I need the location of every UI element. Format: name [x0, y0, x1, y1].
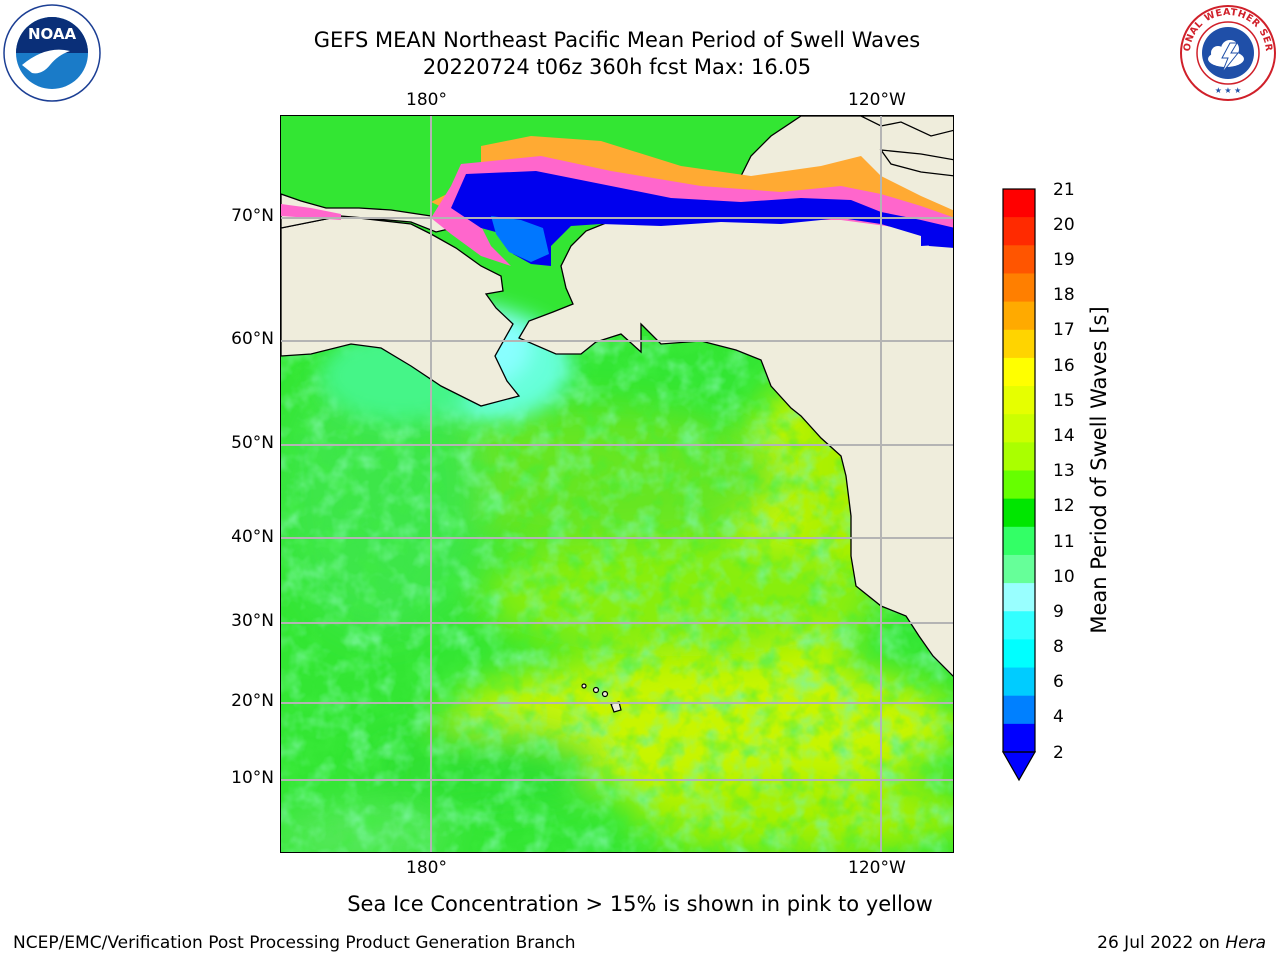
colorbar-cell — [1003, 695, 1035, 725]
colorbar-cell — [1003, 498, 1035, 528]
colorbar-tick: 12 — [1053, 496, 1075, 516]
colorbar-cell — [1003, 611, 1035, 640]
colorbar-cell — [1003, 357, 1035, 387]
sea-ice-note: Sea Ice Concentration > 15% is shown in … — [347, 892, 933, 916]
chart-subtitle: 20220724 t06z 360h fcst Max: 16.05 — [422, 55, 812, 79]
colorbar-cell — [1003, 723, 1035, 753]
lat-label-10n: 10°N — [231, 768, 274, 788]
colorbar-cell — [1003, 217, 1035, 246]
lon-label-top-120w: 120°W — [848, 90, 906, 110]
colorbar-cell — [1003, 583, 1035, 612]
lon-label-bottom-120w: 120°W — [848, 858, 906, 878]
colorbar-cell — [1003, 301, 1035, 331]
lat-label-50n: 50°N — [231, 433, 274, 453]
colorbar-cell — [1003, 554, 1035, 584]
colorbar-tick: 8 — [1053, 637, 1064, 657]
colorbar-cell — [1003, 414, 1035, 443]
nws-logo-icon: NATIONAL WEATHER SERVICE ★ ★ ★ — [1174, 0, 1278, 107]
colorbar-cell — [1003, 442, 1035, 472]
footer-date-text: 26 Jul 2022 on — [1097, 933, 1226, 953]
colorbar-extend-arrow — [1001, 751, 1037, 782]
colorbar-cell — [1003, 639, 1035, 669]
colorbar-tick: 21 — [1053, 180, 1075, 200]
colorbar-tick: 6 — [1053, 672, 1064, 692]
colorbar-tick: 16 — [1053, 356, 1075, 376]
colorbar-frame — [1002, 188, 1036, 753]
footer-credit: NCEP/EMC/Verification Post Processing Pr… — [13, 933, 576, 953]
noaa-logo-text: NOAA — [28, 25, 77, 43]
colorbar-cell — [1003, 470, 1035, 500]
footer-machine: Hera — [1225, 933, 1266, 953]
colorbar-cell — [1003, 273, 1035, 303]
colorbar-cell — [1003, 667, 1035, 697]
lat-label-70n: 70°N — [231, 206, 274, 226]
colorbar-tick: 19 — [1053, 250, 1075, 270]
colorbar-cell — [1003, 245, 1035, 275]
noaa-logo-icon: NOAA — [2, 3, 102, 107]
colorbar-cell — [1003, 526, 1035, 556]
colorbar-tick: 4 — [1053, 707, 1064, 727]
lat-label-20n: 20°N — [231, 691, 274, 711]
lat-label-40n: 40°N — [231, 527, 274, 547]
colorbar-tick: 14 — [1053, 426, 1075, 446]
lat-label-30n: 30°N — [231, 611, 274, 631]
swell-period-map — [281, 116, 953, 852]
colorbar-cell — [1003, 386, 1035, 415]
chart-title: GEFS MEAN Northeast Pacific Mean Period … — [313, 28, 921, 52]
colorbar-label: Mean Period of Swell Waves [s] — [1087, 306, 1111, 634]
graticule — [281, 116, 953, 852]
colorbar-tick: 20 — [1053, 215, 1075, 235]
colorbar-tick: 18 — [1053, 285, 1075, 305]
colorbar-tick: 2 — [1053, 743, 1064, 763]
colorbar-tick: 17 — [1053, 320, 1075, 340]
footer-date: 26 Jul 2022 on Hera — [1097, 932, 1266, 954]
map-panel — [280, 115, 954, 853]
lon-label-bottom-180: 180° — [406, 858, 447, 878]
lat-label-60n: 60°N — [231, 329, 274, 349]
colorbar-tick: 10 — [1053, 567, 1075, 587]
colorbar-tick: 11 — [1053, 532, 1075, 552]
colorbar-tick: 9 — [1053, 602, 1064, 622]
colorbar-cell — [1003, 329, 1035, 359]
colorbar-tick: 13 — [1053, 461, 1075, 481]
colorbar — [1001, 188, 1037, 782]
colorbar-tick: 15 — [1053, 391, 1075, 411]
hawaiian-islands — [581, 683, 622, 713]
land-masses — [281, 116, 953, 677]
lon-label-top-180: 180° — [406, 90, 447, 110]
colorbar-cell — [1003, 189, 1035, 218]
svg-text:★ ★ ★: ★ ★ ★ — [1215, 86, 1242, 95]
